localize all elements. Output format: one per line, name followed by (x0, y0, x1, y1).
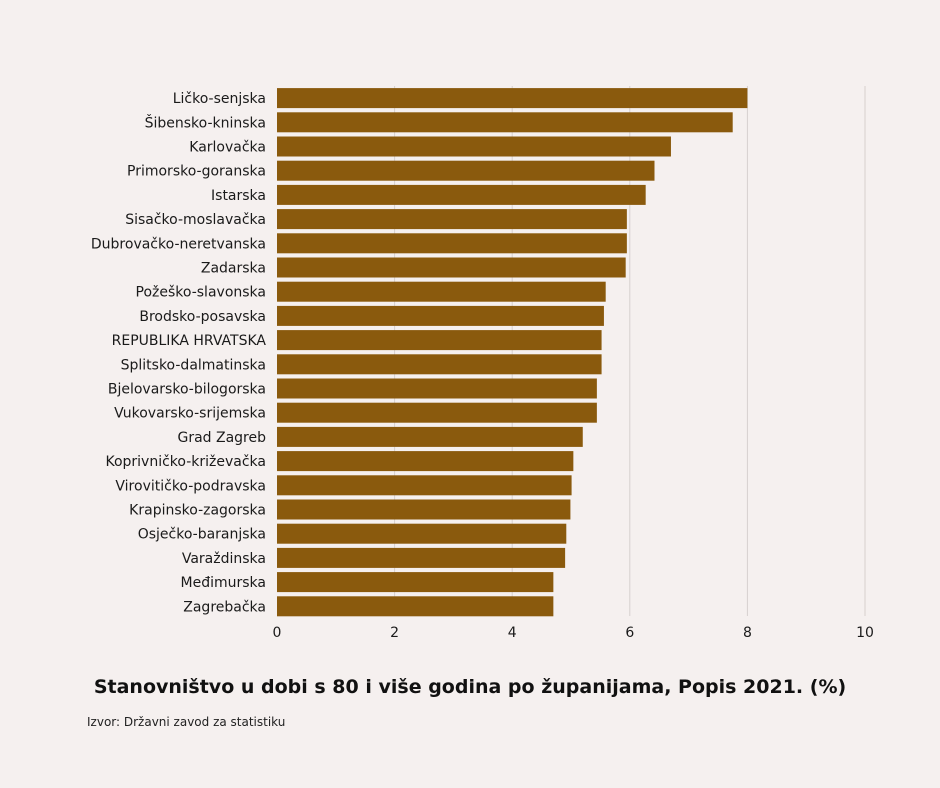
bar (277, 475, 572, 496)
bar (277, 596, 554, 617)
category-label: Splitsko-dalmatinska (121, 357, 266, 373)
category-label: Vukovarsko-srijemska (114, 406, 266, 422)
category-label: Krapinsko-zagorska (129, 503, 266, 519)
x-tick-label: 6 (625, 625, 634, 641)
category-label: REPUBLIKA HRVATSKA (112, 333, 267, 349)
category-label: Istarska (211, 188, 266, 204)
category-label: Grad Zagreb (177, 430, 266, 446)
x-tick-label: 10 (856, 625, 874, 641)
bar (277, 160, 655, 181)
bar-chart: Ličko-senjska Šibensko-kninska Karlovačka P… (91, 86, 874, 641)
bar (277, 402, 597, 423)
category-labels: Ličko-senjska Šibensko-kninska Karlovačka P… (91, 91, 267, 615)
category-label: Ličko-senjska (173, 91, 266, 107)
bar (277, 499, 571, 520)
category-label: Zadarska (201, 261, 266, 277)
category-label: Sisačko-moslavačka (125, 212, 266, 228)
x-tick-label: 2 (390, 625, 399, 641)
bar (277, 354, 602, 375)
chart-source: Izvor: Državni zavod za statistiku (87, 715, 286, 729)
bar (277, 281, 606, 302)
bar (277, 88, 748, 109)
bar (277, 378, 597, 399)
category-label: Karlovačka (189, 140, 266, 156)
category-label: Brodsko-posavska (139, 309, 266, 325)
category-label: Osječko-baranjska (138, 527, 266, 543)
category-label: Požeško-slavonska (136, 285, 266, 301)
category-label: Varaždinska (182, 551, 266, 567)
x-tick-label: 0 (273, 625, 282, 641)
bar (277, 572, 554, 593)
category-label: Virovitičko-podravska (115, 478, 266, 494)
bar (277, 451, 574, 472)
category-label: Primorsko-goranska (127, 164, 266, 180)
x-tick-label: 8 (743, 625, 752, 641)
bar (277, 257, 626, 278)
bar (277, 233, 627, 254)
bar (277, 184, 646, 205)
x-axis-tick-labels: 0 2 4 6 8 10 (273, 625, 874, 641)
bar (277, 330, 602, 351)
chart-title: Stanovništvo u dobi s 80 i više godina p… (93, 676, 847, 698)
category-label: Međimurska (181, 575, 266, 591)
category-label: Zagrebačka (183, 599, 266, 615)
bar (277, 136, 671, 157)
bar (277, 112, 733, 133)
category-label: Bjelovarsko-bilogorska (108, 382, 266, 398)
x-tick-label: 4 (508, 625, 517, 641)
category-label: Šibensko-kninska (145, 113, 266, 131)
bar (277, 426, 583, 447)
bar (277, 547, 566, 568)
category-label: Koprivničko-križevačka (105, 454, 266, 470)
bars (277, 88, 748, 617)
bar (277, 305, 604, 326)
bar (277, 523, 567, 544)
bar (277, 209, 627, 230)
category-label: Dubrovačko-neretvanska (91, 236, 266, 252)
